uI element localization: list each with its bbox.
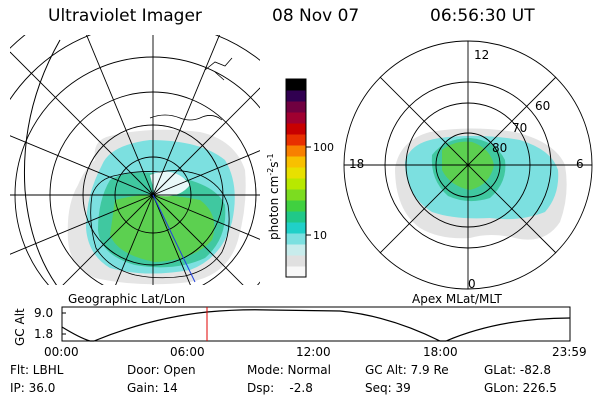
colorbar-cell: [286, 90, 306, 102]
info-ip: IP: 36.0: [10, 381, 56, 395]
colorbar-cell: [286, 134, 306, 146]
colorbar-cell: [286, 79, 306, 91]
info-glat: GLat: -82.8: [484, 363, 551, 377]
alt-xtick-1200: 12:00: [296, 345, 331, 359]
mlt-label-18: 18: [349, 157, 364, 171]
info-door: Door: Open: [127, 363, 196, 377]
colorbar: 100 10 photon cm-2s-1: [266, 78, 334, 278]
info-dsp: Dsp: -2.8: [247, 381, 313, 395]
colorbar-cell: [286, 189, 306, 201]
instrument-title: Ultraviolet Imager: [48, 6, 202, 26]
colorbar-cell: [286, 211, 306, 223]
alt-xtick-2359: 23:59: [552, 345, 587, 359]
colorbar-cell: [286, 156, 306, 168]
colorbar-cell: [286, 255, 306, 267]
alt-ytick-1.8: 1.8: [34, 327, 53, 341]
alt-ylabel: GC Alt: [13, 308, 27, 346]
mlt-label-6: 6: [576, 157, 584, 171]
coastline: [90, 114, 230, 279]
colorbar-cell: [286, 266, 306, 278]
nadir-line: [152, 194, 196, 283]
time-title: 06:56:30 UT: [430, 6, 535, 26]
apex-mlt-lines: [344, 41, 592, 289]
apex-aurora-image: [395, 128, 567, 240]
alt-ytick-9: 9.0: [34, 306, 53, 320]
info-gain: Gain: 14: [127, 381, 178, 395]
info-glon: GLon: 226.5: [484, 381, 557, 395]
colorbar-cells: [286, 79, 306, 278]
info-mode: Mode: Normal: [247, 363, 331, 377]
alt-xtick-0000: 00:00: [44, 345, 79, 359]
colorbar-cell: [286, 244, 306, 256]
geo-earth-limb: [23, 39, 61, 285]
mlat-label-70: 70: [512, 121, 527, 135]
colorbar-cell: [286, 167, 306, 179]
colorbar-cell: [286, 101, 306, 113]
geo-panel-label: Geographic Lat/Lon: [68, 292, 185, 306]
colorbar-cell: [286, 145, 306, 157]
altitude-curve: [61, 309, 571, 342]
geo-meridians: [10, 35, 260, 285]
alt-xtick-0600: 06:00: [170, 345, 205, 359]
colorbar-unit-label: photon cm-2s-1: [266, 153, 281, 240]
info-flt: Flt: LBHL: [10, 363, 64, 377]
colorbar-tick-10: 10: [313, 229, 327, 242]
apex-panel-label: Apex MLat/MLT: [412, 292, 502, 306]
colorbar-cell: [286, 178, 306, 190]
colorbar-cell: [286, 233, 306, 245]
mlat-label-80: 80: [492, 141, 507, 155]
geographic-panel: [10, 35, 260, 285]
mlt-label-0: 0: [468, 277, 476, 291]
info-seq: Seq: 39: [365, 381, 411, 395]
colorbar-cell: [286, 222, 306, 234]
colorbar-cell: [286, 200, 306, 212]
mlt-label-12: 12: [474, 48, 489, 62]
altitude-plot: 9.0 1.8 GC Alt 00:00 06:00 12:00 18:00 2…: [13, 306, 587, 359]
colorbar-cell: [286, 123, 306, 135]
colorbar-tick-100: 100: [313, 141, 334, 154]
alt-xtick-1800: 18:00: [423, 345, 458, 359]
mlat-label-60: 60: [535, 99, 550, 113]
info-gcalt: GC Alt: 7.9 Re: [365, 363, 449, 377]
colorbar-cell: [286, 112, 306, 124]
apex-panel: 12 6 0 18 60 70 80: [343, 40, 593, 291]
date-title: 08 Nov 07: [272, 6, 360, 26]
